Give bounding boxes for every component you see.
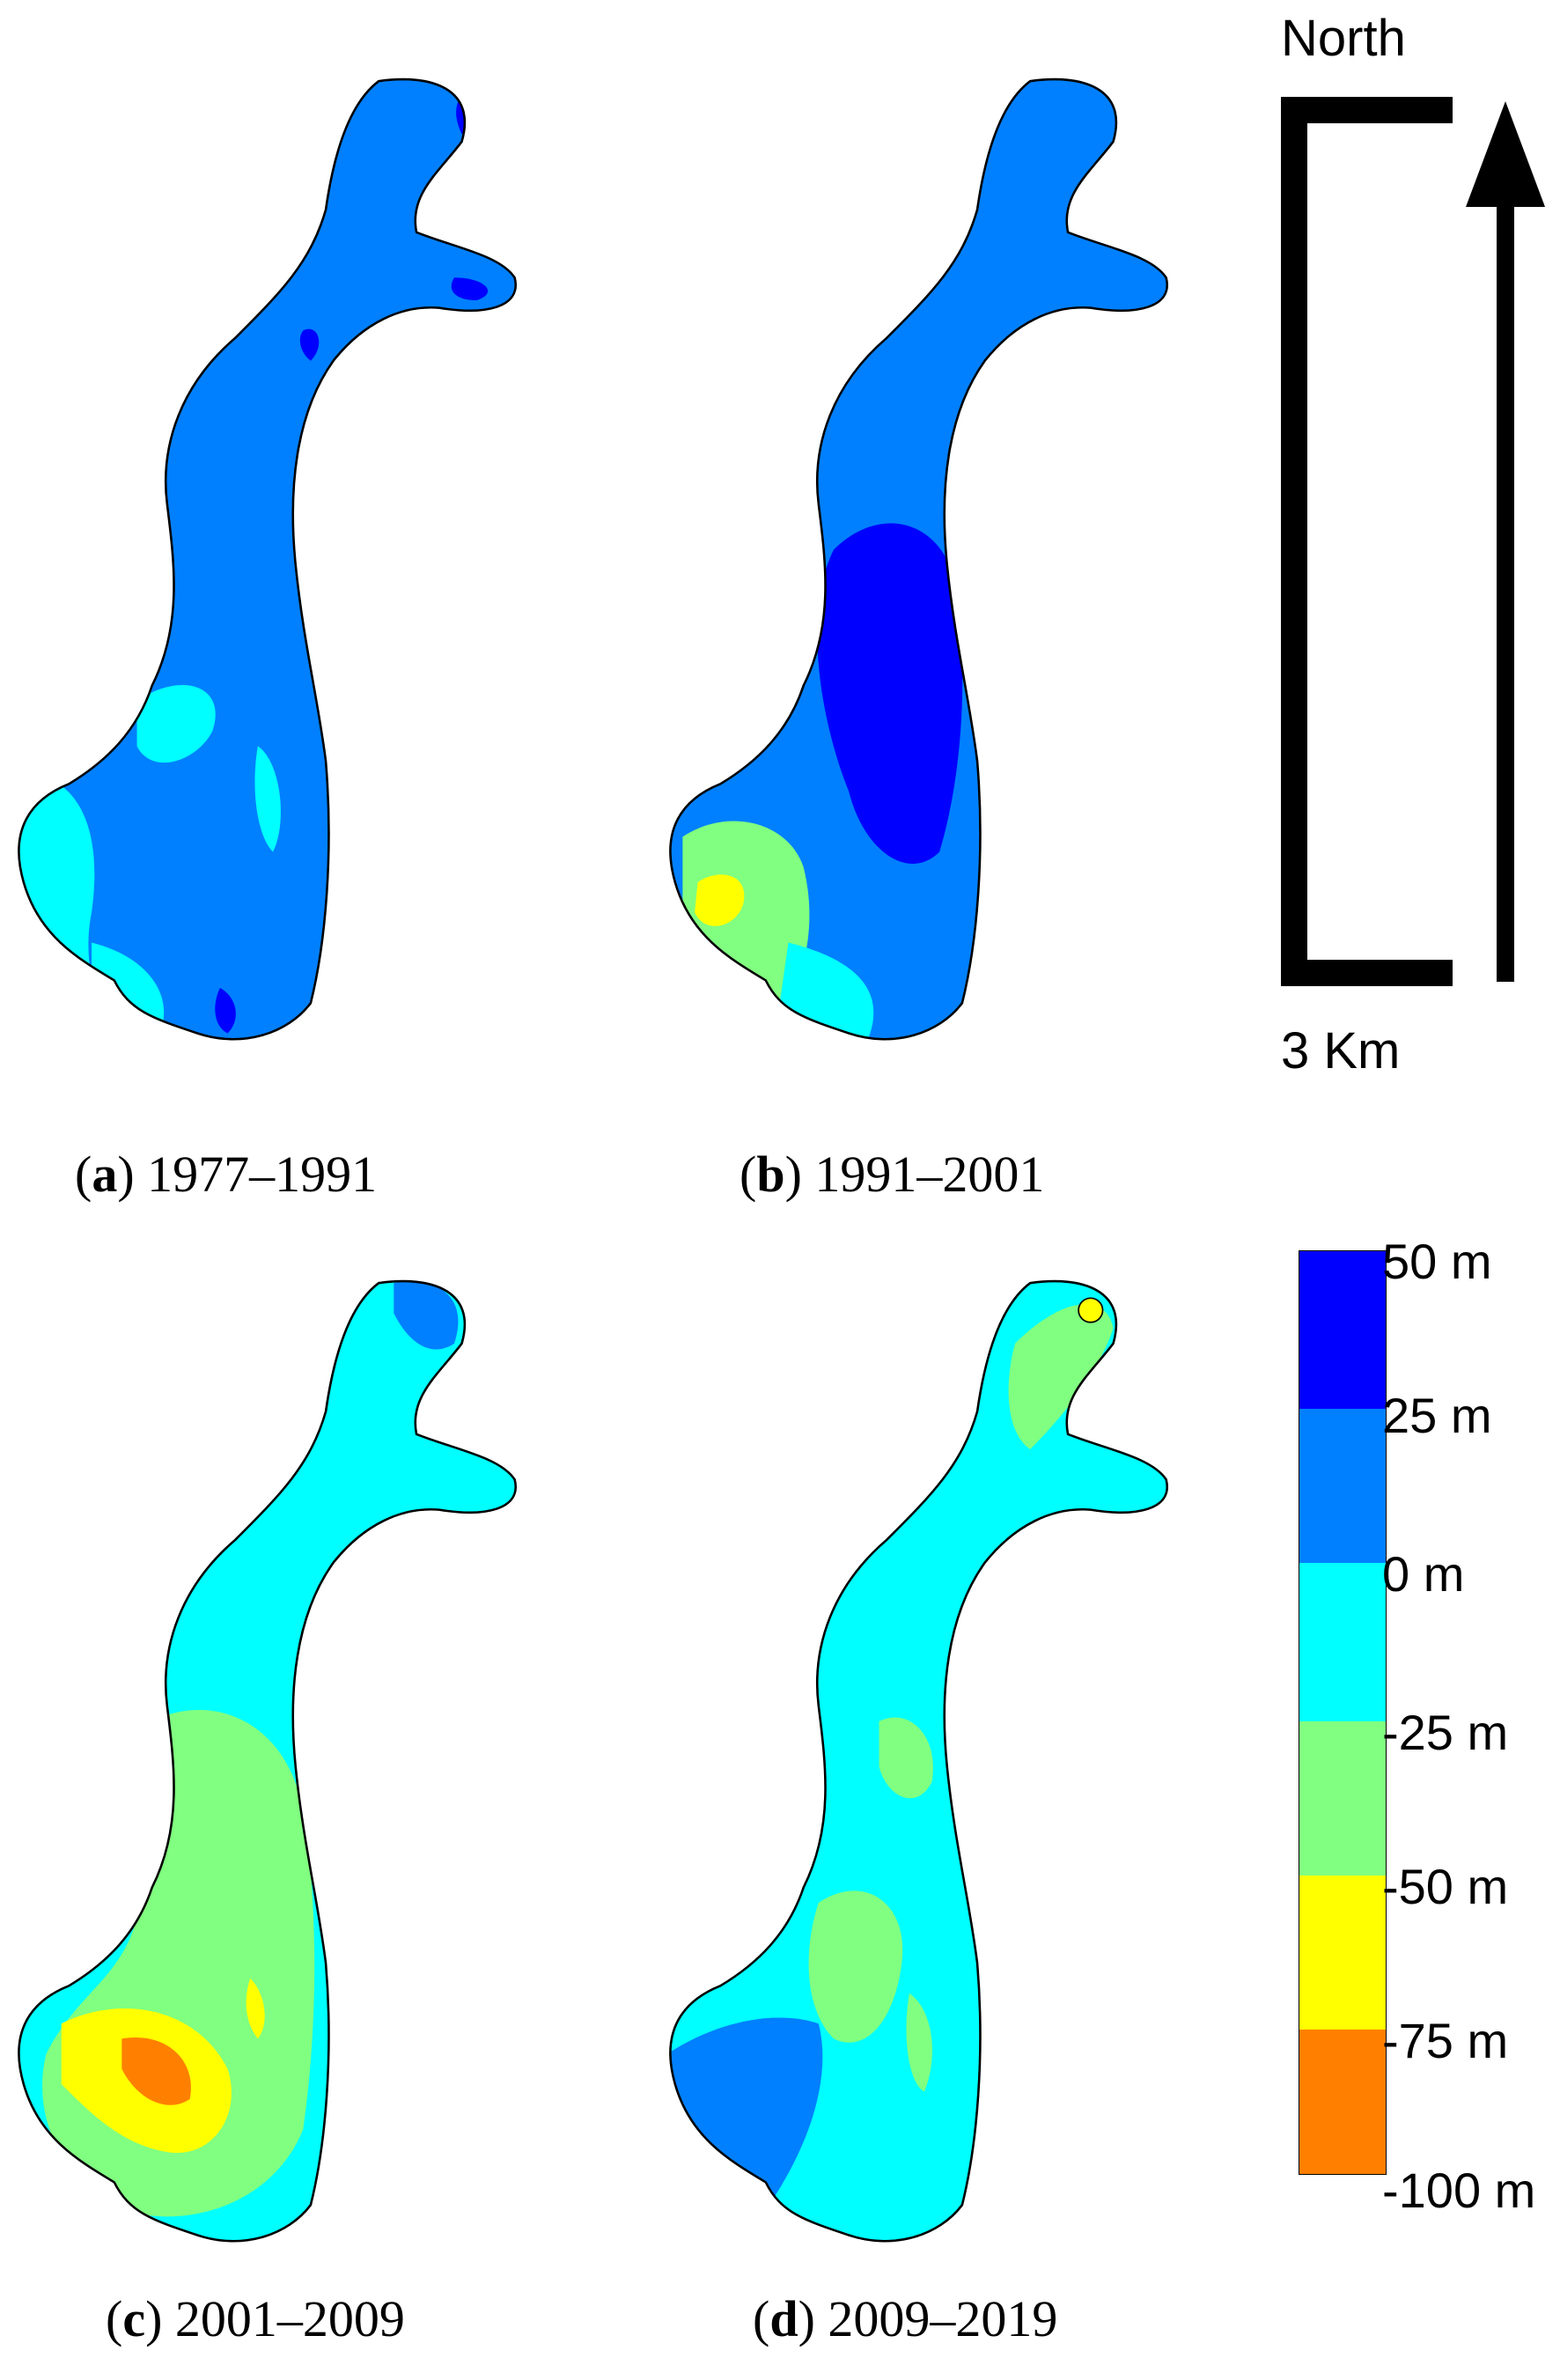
scale-bar [1277, 97, 1541, 995]
caption-d: (d) 2009–2019 [753, 2290, 1058, 2347]
colorbar-label-25: 25 m [1382, 1388, 1492, 1443]
distance-label: 3 Km [1281, 1022, 1401, 1079]
colorbar-bin-minus75 [1299, 2030, 1387, 2175]
colorbar-bin-minus50 [1299, 1875, 1387, 2030]
colorbar-label-0: 0 m [1382, 1546, 1465, 1602]
colorbar [1299, 1250, 1387, 2175]
map-panel-b [651, 66, 1197, 1079]
colorbar-bin-minus25 [1299, 1721, 1387, 1875]
north-label: North [1281, 10, 1406, 67]
map-panel-d [651, 1268, 1197, 2281]
colorbar-bin-25 [1299, 1409, 1387, 1563]
map-panel-a [0, 66, 546, 1079]
colorbar-label-50: 50 m [1382, 1234, 1492, 1289]
colorbar-label-minus50: -50 m [1382, 1859, 1509, 1914]
colorbar-bin-0 [1299, 1563, 1387, 1721]
caption-b: (b) 1991–2001 [740, 1146, 1045, 1203]
caption-a: (a) 1977–1991 [75, 1146, 378, 1203]
caption-c: (c) 2001–2009 [106, 2290, 405, 2347]
colorbar-label-minus75: -75 m [1382, 2013, 1509, 2068]
colorbar-bin-50 [1299, 1250, 1387, 1409]
colorbar-label-minus100: -100 m [1382, 2163, 1536, 2218]
colorbar-label-minus25: -25 m [1382, 1705, 1509, 1760]
map-panel-c [0, 1268, 546, 2281]
north-arrow-icon [1453, 97, 1558, 986]
